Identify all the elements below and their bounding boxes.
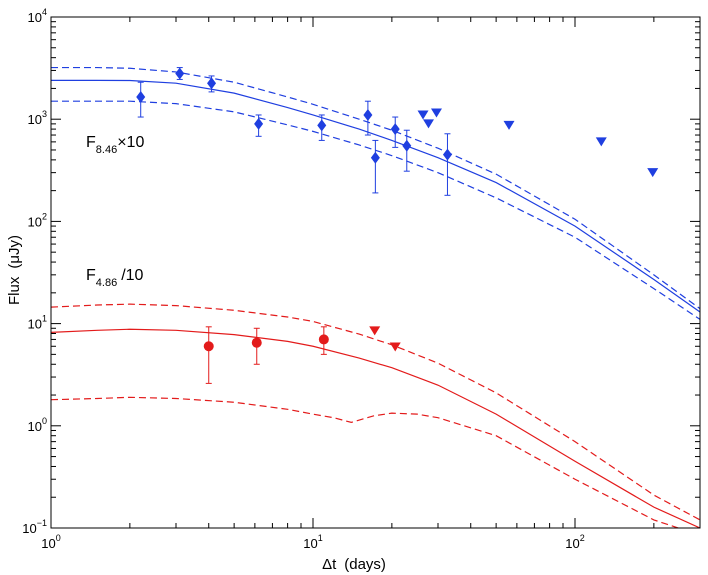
upper-limit-marker: [503, 120, 515, 130]
y-tick-label: 102: [28, 211, 47, 229]
model-curve-dashed: [51, 100, 700, 320]
x-tick-labels: 100 101 102: [41, 533, 584, 551]
plot-frame: [50, 16, 701, 529]
y-tick-label: 100: [28, 416, 47, 434]
y-tick-label: 104: [28, 7, 47, 25]
model-curve-dashed: [51, 396, 681, 528]
y-tick-label: 10−1: [22, 518, 47, 536]
upper-limit-marker: [430, 108, 442, 118]
diamond-marker: [402, 139, 412, 152]
annotation-f846: F8.46×10: [86, 134, 144, 156]
diamond-marker: [370, 151, 380, 164]
circle-marker: [251, 337, 262, 348]
diamond-marker: [207, 77, 217, 90]
model-curve-solid: [51, 328, 700, 528]
diamond-marker: [136, 90, 146, 103]
axis-ticks: [50, 16, 701, 529]
x-tick-label: 100: [41, 533, 60, 551]
model-curve-solid: [51, 79, 700, 313]
data-points: [136, 67, 659, 384]
upper-limit-marker: [423, 119, 435, 129]
upper-limit-marker: [389, 342, 401, 352]
upper-limit-marker: [369, 326, 381, 336]
x-tick-label: 101: [303, 533, 322, 551]
diamond-marker: [175, 67, 185, 80]
model-curve-dashed: [51, 303, 700, 521]
upper-limit-marker: [647, 168, 659, 178]
diamond-marker: [442, 148, 452, 161]
y-tick-labels: 10−1 100 101 102 103 104: [22, 7, 47, 536]
model-curves: [51, 66, 700, 528]
diamond-marker: [363, 108, 373, 121]
x-axis-label: Δt (days): [322, 556, 386, 573]
upper-limit-marker: [417, 110, 429, 120]
circle-marker: [203, 341, 214, 352]
model-curve-dashed: [51, 66, 700, 310]
circle-marker: [318, 334, 329, 345]
x-tick-label: 102: [565, 533, 584, 551]
diamond-marker: [317, 119, 327, 132]
y-tick-label: 103: [28, 109, 47, 127]
y-axis-label: Flux(μJy): [6, 235, 23, 305]
diamond-marker: [254, 117, 264, 130]
upper-limit-marker: [595, 137, 607, 147]
diamond-marker: [390, 123, 400, 136]
y-tick-label: 101: [28, 314, 47, 332]
annotation-f486: F4.86/10: [86, 267, 144, 289]
